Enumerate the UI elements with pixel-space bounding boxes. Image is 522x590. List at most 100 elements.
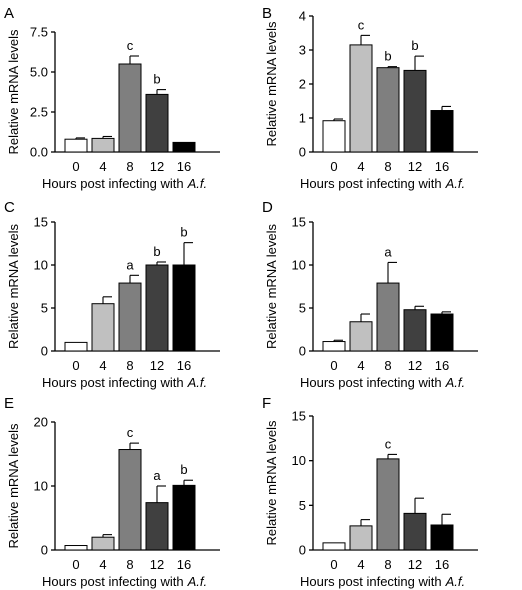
x-tick-label: 4	[357, 159, 364, 174]
bar-12h	[145, 264, 169, 352]
x-tick-label: 16	[177, 358, 191, 373]
significance-label: b	[180, 225, 187, 240]
bar-16h	[172, 484, 196, 551]
x-tick-label: 8	[126, 358, 133, 373]
x-axis-label-organism: A.f.	[187, 176, 208, 191]
bar-12h	[145, 93, 169, 153]
x-axis-label-text: Hours post infecting with	[42, 176, 184, 191]
x-axis-label-text: Hours post infecting with	[300, 375, 442, 390]
y-axis-label: Relative mRNA levels	[264, 224, 279, 349]
y-tick-label: 15	[292, 409, 306, 424]
y-tick-label: 5	[41, 301, 48, 316]
y-tick-label: 0	[41, 543, 48, 558]
significance-label: b	[153, 72, 160, 87]
y-tick-label: 7.5	[30, 25, 48, 40]
x-tick-label: 12	[150, 358, 164, 373]
y-tick-label: 10	[292, 258, 306, 273]
panel-d: D 0 5 10 15 Relative mRNA levels 0 4 8 a 12 16 Hours…	[262, 199, 478, 390]
y-axis-label: Relative mRNA levels	[6, 224, 21, 349]
x-tick-label: 16	[435, 159, 449, 174]
panel-letter: B	[262, 5, 272, 22]
x-tick-label: 12	[408, 358, 422, 373]
bar-0h	[322, 341, 346, 352]
x-tick-label: 4	[99, 358, 106, 373]
bar-16h	[430, 110, 454, 153]
panel-letter: A	[4, 5, 14, 22]
significance-label: b	[411, 38, 418, 53]
bar-16h	[430, 524, 454, 551]
y-tick-label: 5.0	[30, 65, 48, 80]
panel-letter: C	[4, 199, 15, 216]
y-tick-label: 20	[34, 415, 48, 430]
x-axis-label-organism: A.f.	[187, 574, 208, 589]
x-tick-label: 8	[384, 557, 391, 572]
y-tick-label: 0.0	[30, 145, 48, 160]
bar-0h	[322, 120, 346, 153]
bar-8h	[376, 67, 400, 153]
x-axis-label-organism: A.f.	[445, 176, 466, 191]
x-tick-label: 0	[330, 358, 337, 373]
x-axis-label: Hours post infecting with A.f.	[42, 176, 207, 191]
bar-16h	[172, 141, 196, 153]
bar-0h	[322, 542, 346, 551]
x-tick-label: 4	[99, 159, 106, 174]
x-tick-label: 0	[72, 159, 79, 174]
panel-letter: D	[262, 199, 273, 216]
significance-label: b	[384, 49, 391, 64]
panel-letter: E	[4, 395, 14, 412]
y-tick-label: 1	[299, 111, 306, 126]
significance-label: a	[153, 468, 161, 483]
bar-16h	[172, 264, 196, 352]
bar-4h	[349, 525, 373, 551]
y-tick-label: 10	[292, 453, 306, 468]
y-tick-label: 10	[34, 479, 48, 494]
x-axis-label-organism: A.f.	[187, 375, 208, 390]
bar-8h	[118, 449, 142, 551]
y-tick-label: 3	[299, 43, 306, 58]
y-tick-label: 5	[299, 498, 306, 513]
x-axis-label-organism: A.f.	[445, 375, 466, 390]
bar-8h	[376, 458, 400, 551]
y-tick-label: 0	[41, 344, 48, 359]
significance-label: c	[385, 436, 392, 451]
significance-label: c	[127, 38, 134, 53]
x-axis-label-text: Hours post infecting with	[42, 375, 184, 390]
x-tick-label: 16	[435, 557, 449, 572]
x-tick-label: 8	[126, 159, 133, 174]
panel-c: C 0 5 10 15 Relative mRNA levels 0 4 8 a 12 b 16 b Hou…	[4, 199, 220, 390]
x-tick-label: 16	[435, 358, 449, 373]
y-axis-label: Relative mRNA levels	[6, 423, 21, 548]
x-tick-label: 12	[150, 159, 164, 174]
bar-16h	[430, 313, 454, 352]
x-axis-label-text: Hours post infecting with	[300, 574, 442, 589]
y-tick-label: 10	[34, 258, 48, 273]
x-tick-label: 0	[330, 557, 337, 572]
significance-label: a	[126, 257, 134, 272]
bar-8h	[118, 282, 142, 352]
y-tick-label: 2.5	[30, 105, 48, 120]
bar-0h	[64, 545, 88, 551]
y-tick-label: 15	[292, 215, 306, 230]
y-tick-label: 0	[299, 344, 306, 359]
panel-letter: F	[262, 395, 271, 412]
x-tick-label: 8	[384, 159, 391, 174]
y-tick-label: 5	[299, 301, 306, 316]
x-tick-label: 16	[177, 557, 191, 572]
panel-f: F 0 5 10 15 Relative mRNA levels 0 4 8 c 12 16 Hours…	[262, 395, 478, 589]
x-tick-label: 0	[72, 358, 79, 373]
x-axis-label-organism: A.f.	[445, 574, 466, 589]
x-tick-label: 12	[150, 557, 164, 572]
y-tick-label: 4	[299, 9, 306, 24]
bar-8h	[376, 282, 400, 352]
x-tick-label: 12	[408, 159, 422, 174]
x-axis-label: Hours post infecting with A.f.	[300, 574, 465, 589]
bar-4h	[91, 536, 115, 551]
bar-0h	[64, 138, 88, 153]
x-axis-label-text: Hours post infecting with	[300, 176, 442, 191]
x-axis-label: Hours post infecting with A.f.	[300, 375, 465, 390]
bar-12h	[403, 69, 427, 153]
panel-a: A 0.0 2.5 5.0 7.5 Relative mRNA levels 0 4 8 c 12 b…	[4, 5, 220, 191]
bar-12h	[145, 502, 169, 551]
significance-label: b	[153, 244, 160, 259]
